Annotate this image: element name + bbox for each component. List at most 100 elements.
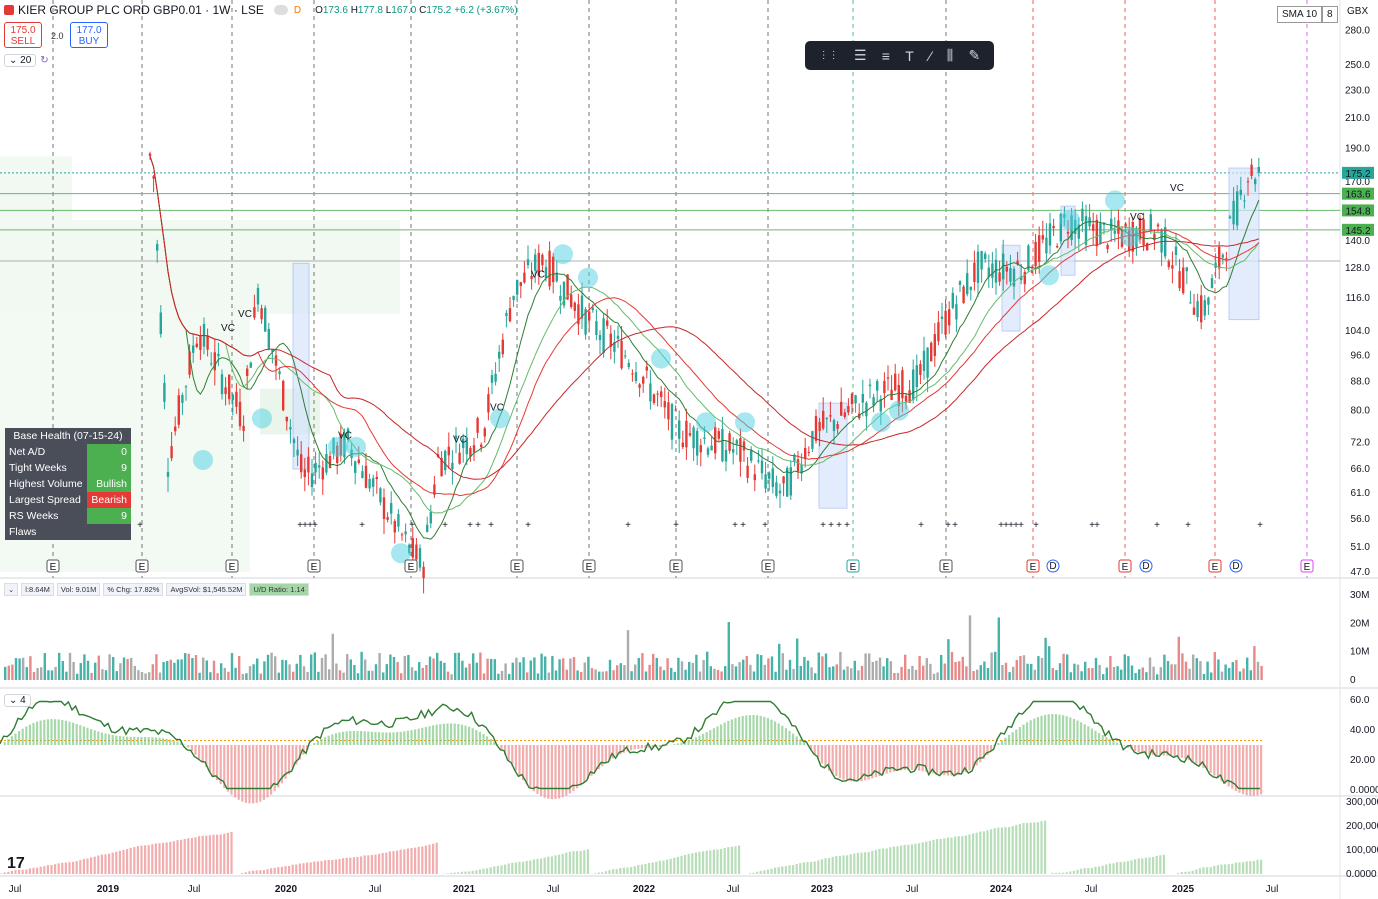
osc-bar <box>10 736 13 745</box>
oscillator-header[interactable]: ⌄ 4 <box>4 694 31 707</box>
cumulative-bar <box>637 865 640 874</box>
cumulative-bar <box>388 851 391 874</box>
drag-handle-icon[interactable]: ⋮⋮ <box>818 50 839 61</box>
osc-bar <box>1137 745 1140 753</box>
cumulative-bar <box>295 864 298 874</box>
pen-tool-icon[interactable]: ✎ <box>968 47 981 63</box>
osc-bar <box>64 720 67 745</box>
base-zone <box>0 156 72 220</box>
earnings-badge-label: E <box>139 562 146 573</box>
osc-bar <box>540 745 543 797</box>
cumulative-bar <box>111 852 114 874</box>
eye-icon[interactable] <box>273 5 288 15</box>
candle-body <box>1146 243 1149 251</box>
candle-body <box>1027 245 1030 271</box>
cumulative-bar <box>846 855 849 874</box>
osc-bar <box>147 737 150 745</box>
candle-body <box>566 274 569 300</box>
volume-bar <box>18 658 21 680</box>
candle-body <box>613 342 616 352</box>
volume-bar <box>464 667 468 680</box>
cumulative-bar <box>727 847 730 874</box>
cumulative-bar <box>1130 860 1133 874</box>
volume-bar <box>317 671 320 680</box>
flag-icon <box>4 5 14 15</box>
plus-marker: + <box>945 520 951 531</box>
volume-bar <box>101 669 104 680</box>
cumulative-bar <box>180 839 183 874</box>
candle-body <box>188 351 191 375</box>
buy-button[interactable]: 177.0 BUY <box>70 22 108 48</box>
volume-bar <box>148 672 151 680</box>
osc-bar <box>320 738 323 745</box>
volume-bar <box>1206 661 1209 680</box>
osc-bar <box>918 745 921 771</box>
volume-bar <box>785 669 788 680</box>
osc-bar <box>547 745 550 799</box>
fib-tools-icon[interactable]: ≡ <box>881 47 890 64</box>
osc-bar <box>291 745 294 770</box>
candle-body <box>400 534 404 536</box>
interval-box[interactable]: ⌄ 20 <box>4 54 37 67</box>
measure-tool-icon[interactable]: ⫼ <box>946 47 954 63</box>
osc-bar <box>50 719 53 745</box>
volume-bar <box>749 664 752 680</box>
cumulative-bar <box>309 862 312 874</box>
volume-collapse[interactable]: ⌄ <box>4 583 19 596</box>
currency-label[interactable]: GBX <box>1347 6 1369 17</box>
brush-tool-icon[interactable]: ⁄ <box>929 47 932 64</box>
volume-bar <box>421 667 424 680</box>
vc-circle <box>328 436 348 457</box>
osc-bar <box>759 715 762 745</box>
cumulative-bar <box>946 837 949 874</box>
candle-body <box>1056 246 1059 248</box>
refresh-icon[interactable]: ↻ <box>40 55 49 66</box>
bh-value: 9 <box>87 460 131 476</box>
time-tick: Jul <box>1085 884 1098 895</box>
candle-body <box>357 459 360 464</box>
cumulative-bar <box>118 850 121 874</box>
volume-bar <box>385 664 388 680</box>
candle-body <box>1106 244 1109 249</box>
text-tool-icon[interactable]: T <box>905 47 914 64</box>
volume-bar <box>382 672 385 680</box>
sell-button[interactable]: 175.0 SELL <box>4 22 42 48</box>
osc-bar <box>885 745 888 774</box>
candle-body <box>192 345 195 353</box>
earnings-badge <box>225 559 239 573</box>
volume-bar <box>29 656 32 680</box>
volume-bar <box>803 656 806 680</box>
candle-body <box>836 424 839 429</box>
symbol-title[interactable]: KIER GROUP PLC ORD GBP0.01 · 1W · LSE <box>18 3 264 17</box>
osc-bar <box>795 736 798 745</box>
cumulative-bar <box>320 860 323 874</box>
trend-tools-icon[interactable]: ☰ <box>853 47 867 63</box>
time-tick: 2022 <box>633 884 656 895</box>
cumulative-bar <box>921 842 924 874</box>
plus-marker: + <box>488 520 494 531</box>
volume-bar <box>1051 668 1054 680</box>
osc-bar <box>1018 727 1021 745</box>
cumulative-bar <box>694 852 697 874</box>
cumulative-bar <box>943 838 946 874</box>
volume-bar <box>914 669 918 680</box>
volume-bar <box>598 671 601 680</box>
price-tick: 116.0 <box>1346 293 1371 304</box>
candle-body <box>177 395 180 425</box>
osc-bar <box>244 745 247 803</box>
candle-body <box>1005 266 1008 272</box>
sma-legend[interactable]: SMA 10 8 <box>1277 6 1338 23</box>
osc-bar <box>370 731 373 745</box>
candle-body <box>195 343 198 347</box>
candle-body <box>238 401 242 427</box>
candle-body <box>620 340 623 369</box>
osc-bar <box>986 745 989 755</box>
candle-body <box>472 445 476 453</box>
osc-bar <box>964 745 967 773</box>
cumulative-bar <box>1198 868 1201 874</box>
volume-bar <box>569 658 572 680</box>
candle-body <box>793 454 796 462</box>
cumulative-bar <box>478 869 481 874</box>
osc-bar <box>644 745 647 749</box>
